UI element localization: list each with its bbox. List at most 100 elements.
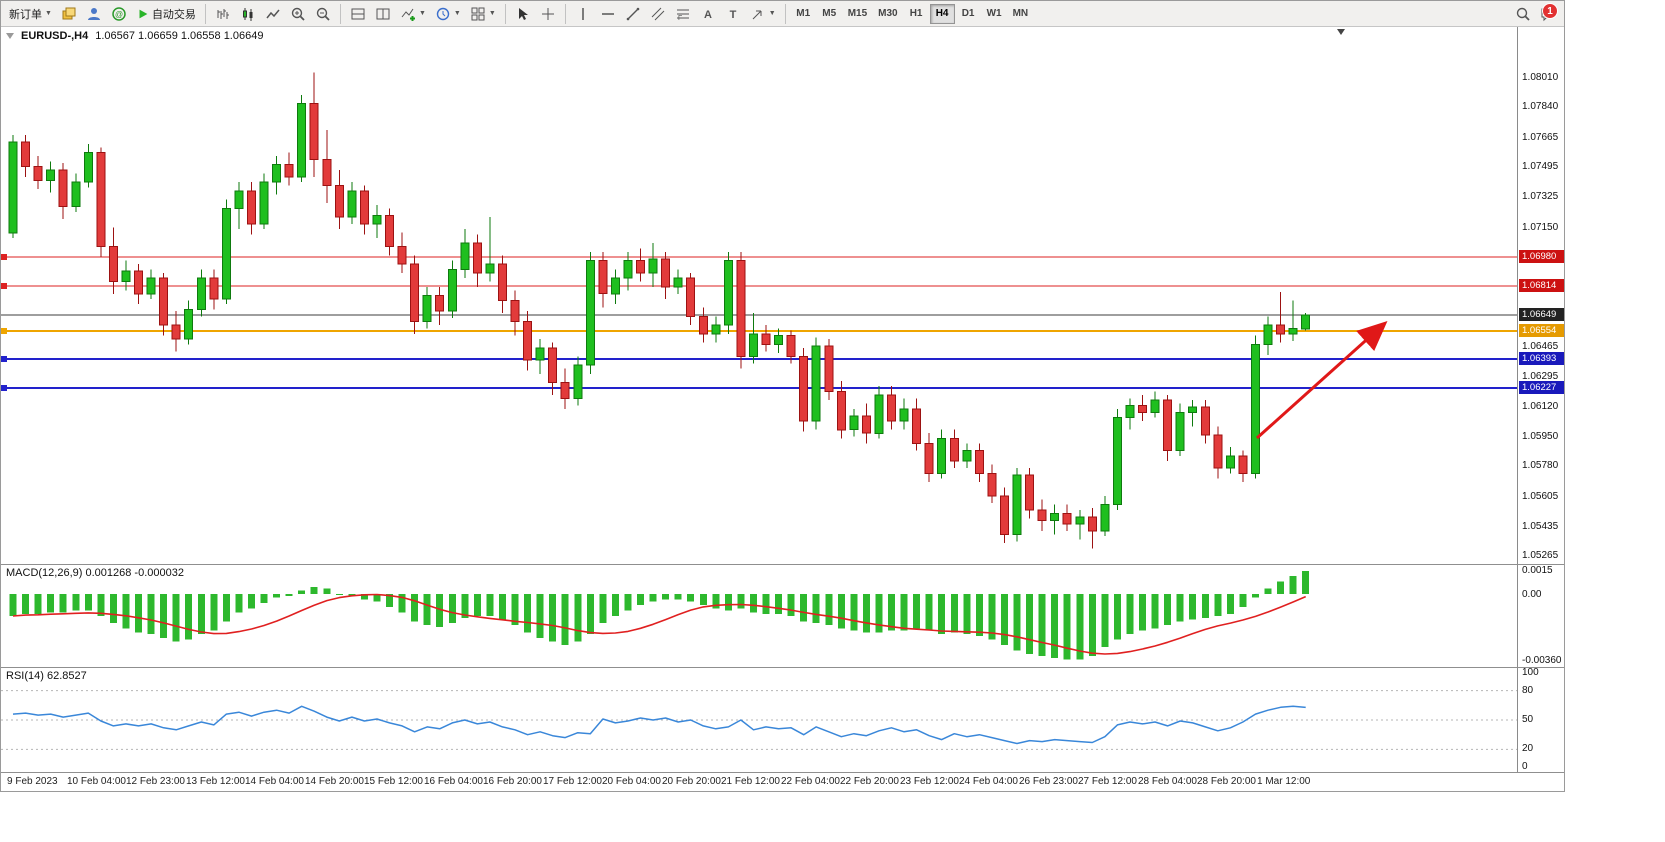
mt4-window: 新订单 ▼ @ 自动交易 <box>0 0 1565 792</box>
toolbar-separator <box>504 3 506 24</box>
crosshair-button[interactable] <box>536 3 560 25</box>
time-label: 14 Feb 20:00 <box>305 776 364 787</box>
chevron-down-icon: ▼ <box>453 10 461 17</box>
timeframe-w1-button[interactable]: W1 <box>986 8 1002 19</box>
price-tick: 1.07665 <box>1522 132 1559 143</box>
panel-divider[interactable] <box>1 564 1564 565</box>
time-label: 27 Feb 12:00 <box>1078 776 1137 787</box>
channel-icon <box>650 6 666 22</box>
rsi-chart[interactable] <box>1 668 1517 772</box>
timeframe-h4-button[interactable]: H4 <box>929 3 955 24</box>
panel-divider[interactable] <box>1 667 1564 668</box>
clock-icon <box>435 6 451 22</box>
rsi-tick: 50 <box>1522 714 1534 725</box>
svg-text:F: F <box>678 15 682 22</box>
price-tick: 1.06465 <box>1522 341 1559 352</box>
chart-header: EURUSD-,H4 1.06567 1.06659 1.06558 1.066… <box>6 30 263 42</box>
time-label: 28 Feb 20:00 <box>1197 776 1256 787</box>
horizontal-line-button[interactable] <box>596 3 620 25</box>
fibonacci-button[interactable]: F <box>671 3 695 25</box>
text-icon: A <box>700 6 716 22</box>
periods-button[interactable]: ▼ <box>431 3 465 25</box>
panel-divider[interactable] <box>1 772 1564 773</box>
rsi-tick: 0 <box>1522 761 1528 772</box>
time-label: 20 Feb 04:00 <box>602 776 661 787</box>
timeframe-m15-button[interactable]: M15 <box>847 8 868 19</box>
price-tick: 1.05605 <box>1522 491 1559 502</box>
new-order-button[interactable]: 新订单 ▼ <box>5 3 56 25</box>
time-label: 23 Feb 12:00 <box>900 776 959 787</box>
zoom-out-button[interactable] <box>311 3 335 25</box>
new-order-label: 新订单 <box>9 8 42 21</box>
macd-panel: MACD(12,26,9) 0.001268 -0.000032 0.0015 0… <box>1 565 1564 667</box>
trendline-button[interactable] <box>621 3 645 25</box>
bar-chart-button[interactable] <box>211 3 235 25</box>
person-icon <box>86 6 102 22</box>
time-label: 26 Feb 23:00 <box>1019 776 1078 787</box>
text-label-button[interactable]: T <box>721 3 745 25</box>
tile-windows-button[interactable] <box>346 3 370 25</box>
rsi-axis[interactable]: 100 80 50 20 0 <box>1517 668 1564 772</box>
timeframe-mn-button[interactable]: MN <box>1012 8 1029 19</box>
time-label: 13 Feb 12:00 <box>186 776 245 787</box>
indicators-button[interactable]: ▼ <box>396 3 430 25</box>
time-label: 22 Feb 20:00 <box>840 776 899 787</box>
price-line-badge: 1.06227 <box>1519 381 1564 394</box>
time-label: 1 Mar 12:00 <box>1257 776 1311 787</box>
price-axis[interactable]: 1.08010 1.07840 1.07665 1.07495 1.07325 1.071… <box>1517 27 1564 564</box>
rsi-tick: 100 <box>1522 668 1539 678</box>
timeframe-m30-button[interactable]: M30 <box>878 8 898 19</box>
time-label: 15 Feb 12:00 <box>364 776 423 787</box>
candlestick-chart[interactable] <box>1 27 1517 564</box>
cascade-windows-button[interactable] <box>371 3 395 25</box>
candlestick-chart-button[interactable] <box>236 3 260 25</box>
profile-button[interactable] <box>82 3 106 25</box>
cursor-button[interactable] <box>511 3 535 25</box>
time-label: 12 Feb 23:00 <box>126 776 185 787</box>
time-label: 14 Feb 04:00 <box>245 776 304 787</box>
zoom-in-button[interactable] <box>286 3 310 25</box>
price-tick: 1.05435 <box>1522 521 1559 532</box>
price-line-badge: 1.06393 <box>1519 352 1564 365</box>
macd-chart[interactable] <box>1 565 1517 667</box>
chart-shift-marker[interactable] <box>1337 29 1345 35</box>
macd-tick: -0.00360 <box>1522 655 1562 666</box>
search-button[interactable] <box>1511 3 1535 25</box>
rsi-label: RSI(14) 62.8527 <box>6 670 87 682</box>
macd-axis[interactable]: 0.0015 0.00 -0.00360 <box>1517 565 1564 667</box>
channel-button[interactable] <box>646 3 670 25</box>
timeframe-h1-button[interactable]: H1 <box>909 8 923 19</box>
notification-badge[interactable]: 1 <box>1542 3 1558 19</box>
line-chart-button[interactable] <box>261 3 285 25</box>
main-toolbar: 新订单 ▼ @ 自动交易 <box>1 1 1564 27</box>
time-label: 17 Feb 12:00 <box>543 776 602 787</box>
auto-trading-button[interactable]: 自动交易 <box>132 3 200 25</box>
price-tick: 1.06295 <box>1522 371 1559 382</box>
rsi-panel: RSI(14) 62.8527 100 80 50 20 0 <box>1 668 1564 772</box>
time-axis[interactable]: 9 Feb 2023 10 Feb 04:00 12 Feb 23:00 13 Feb… <box>1 773 1517 791</box>
vertical-line-icon <box>575 6 591 22</box>
new-chart-button[interactable] <box>57 3 81 25</box>
timeframe-m1-button[interactable]: M1 <box>796 8 811 19</box>
vertical-line-button[interactable] <box>571 3 595 25</box>
one-click-trading-arrow-icon[interactable] <box>6 33 14 39</box>
text-button[interactable]: A <box>696 3 720 25</box>
community-button[interactable]: @ <box>107 3 131 25</box>
price-tick: 1.05780 <box>1522 460 1559 471</box>
svg-text:@: @ <box>115 10 123 19</box>
chart-stack-icon <box>61 6 77 22</box>
timeframe-m5-button[interactable]: M5 <box>822 8 837 19</box>
time-label: 16 Feb 20:00 <box>483 776 542 787</box>
main-chart-panel: EURUSD-,H4 1.06567 1.06659 1.06558 1.066… <box>1 27 1564 564</box>
price-tick: 1.05950 <box>1522 431 1559 442</box>
price-line-badge: 1.06980 <box>1519 250 1564 263</box>
trend-arrow-annotation[interactable] <box>1255 320 1388 440</box>
arrows-button[interactable]: ▼ <box>746 3 780 25</box>
line-chart-icon <box>265 6 281 22</box>
chevron-down-icon: ▼ <box>768 10 776 17</box>
time-label: 20 Feb 20:00 <box>662 776 721 787</box>
svg-text:A: A <box>704 9 712 21</box>
templates-button[interactable]: ▼ <box>466 3 500 25</box>
macd-label: MACD(12,26,9) 0.001268 -0.000032 <box>6 567 184 579</box>
timeframe-d1-button[interactable]: D1 <box>961 8 975 19</box>
